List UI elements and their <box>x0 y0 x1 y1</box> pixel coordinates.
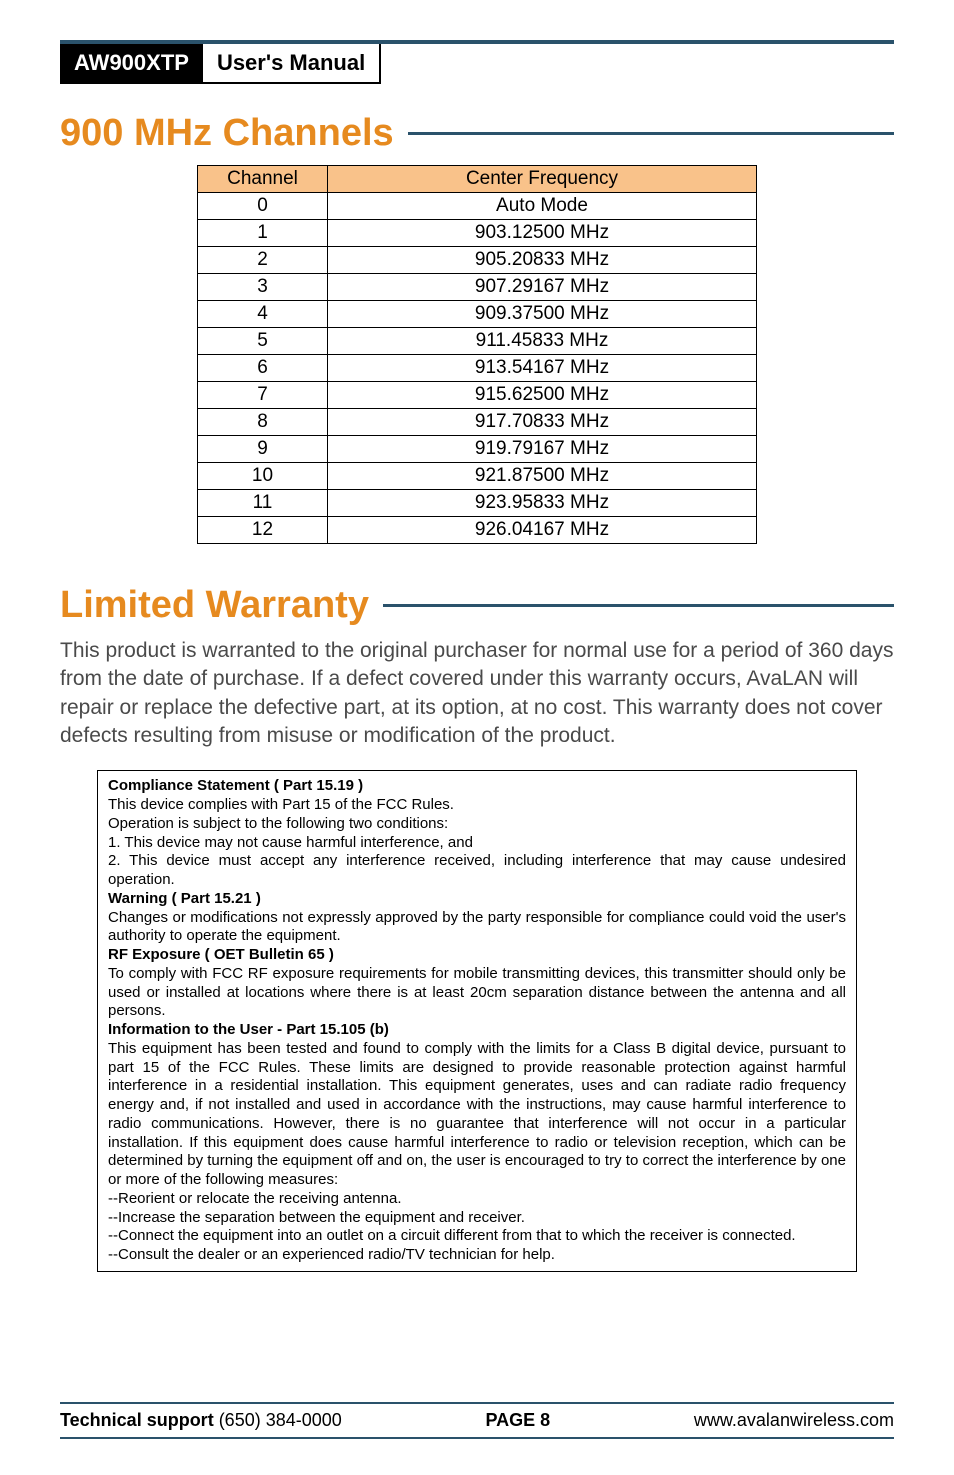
model-badge: AW900XTP <box>60 44 203 84</box>
compliance-p10: --Connect the equipment into an outlet o… <box>108 1227 846 1246</box>
cell-frequency: 921.87500 MHz <box>328 463 757 490</box>
cell-channel: 5 <box>198 328 328 355</box>
cell-channel: 6 <box>198 355 328 382</box>
table-row: 12926.04167 MHz <box>198 517 757 544</box>
manual-title: User's Manual <box>203 44 381 84</box>
cell-channel: 7 <box>198 382 328 409</box>
cell-frequency: Auto Mode <box>328 193 757 220</box>
compliance-p9: --Increase the separation between the eq… <box>108 1209 846 1228</box>
cell-frequency: 919.79167 MHz <box>328 436 757 463</box>
manual-header: AW900XTP User's Manual <box>60 40 894 84</box>
cell-frequency: 911.45833 MHz <box>328 328 757 355</box>
channels-heading-rule <box>408 132 894 135</box>
table-row: 7915.62500 MHz <box>198 382 757 409</box>
warranty-text: This product is warranted to the origina… <box>60 637 894 750</box>
cell-frequency: 923.95833 MHz <box>328 490 757 517</box>
cell-channel: 8 <box>198 409 328 436</box>
table-row: 4909.37500 MHz <box>198 301 757 328</box>
channels-table: Channel Center Frequency 0Auto Mode1903.… <box>197 165 757 544</box>
cell-frequency: 905.20833 MHz <box>328 247 757 274</box>
footer-support-phone: (650) 384-0000 <box>214 1410 342 1430</box>
compliance-h2: Warning ( Part 15.21 ) <box>108 890 846 909</box>
compliance-p11: --Consult the dealer or an experienced r… <box>108 1246 846 1265</box>
cell-frequency: 907.29167 MHz <box>328 274 757 301</box>
table-row: 6913.54167 MHz <box>198 355 757 382</box>
cell-frequency: 909.37500 MHz <box>328 301 757 328</box>
footer-support-label: Technical support <box>60 1410 214 1430</box>
compliance-p6: To comply with FCC RF exposure requireme… <box>108 965 846 1021</box>
footer-support: Technical support (650) 384-0000 <box>60 1410 342 1431</box>
table-row: 2905.20833 MHz <box>198 247 757 274</box>
warranty-heading-rule <box>383 604 894 607</box>
col-channel: Channel <box>198 166 328 193</box>
compliance-p4: 2. This device must accept any interfere… <box>108 852 846 890</box>
table-row: 8917.70833 MHz <box>198 409 757 436</box>
footer-url: www.avalanwireless.com <box>694 1410 894 1431</box>
cell-frequency: 915.62500 MHz <box>328 382 757 409</box>
cell-channel: 9 <box>198 436 328 463</box>
table-header-row: Channel Center Frequency <box>198 166 757 193</box>
compliance-p2: Operation is subject to the following tw… <box>108 815 846 834</box>
cell-channel: 11 <box>198 490 328 517</box>
compliance-p1: This device complies with Part 15 of the… <box>108 796 846 815</box>
compliance-box: Compliance Statement ( Part 15.19 ) This… <box>97 770 857 1272</box>
cell-channel: 4 <box>198 301 328 328</box>
cell-frequency: 903.12500 MHz <box>328 220 757 247</box>
compliance-h4: Information to the User - Part 15.105 (b… <box>108 1021 846 1040</box>
cell-frequency: 926.04167 MHz <box>328 517 757 544</box>
cell-channel: 2 <box>198 247 328 274</box>
compliance-h3: RF Exposure ( OET Bulletin 65 ) <box>108 946 846 965</box>
footer-page: PAGE 8 <box>486 1410 551 1431</box>
table-row: 3907.29167 MHz <box>198 274 757 301</box>
compliance-p7: This equipment has been tested and found… <box>108 1040 846 1190</box>
compliance-p3: 1. This device may not cause harmful int… <box>108 834 846 853</box>
table-row: 11923.95833 MHz <box>198 490 757 517</box>
warranty-heading: Limited Warranty <box>60 584 369 627</box>
cell-channel: 3 <box>198 274 328 301</box>
table-row: 5911.45833 MHz <box>198 328 757 355</box>
cell-channel: 1 <box>198 220 328 247</box>
table-row: 1903.12500 MHz <box>198 220 757 247</box>
table-row: 0Auto Mode <box>198 193 757 220</box>
col-frequency: Center Frequency <box>328 166 757 193</box>
compliance-p5: Changes or modifications not expressly a… <box>108 909 846 947</box>
cell-channel: 0 <box>198 193 328 220</box>
compliance-p8: --Reorient or relocate the receiving ant… <box>108 1190 846 1209</box>
table-row: 10921.87500 MHz <box>198 463 757 490</box>
cell-channel: 10 <box>198 463 328 490</box>
channels-heading: 900 MHz Channels <box>60 112 394 155</box>
compliance-h1: Compliance Statement ( Part 15.19 ) <box>108 777 846 796</box>
page-footer: Technical support (650) 384-0000 PAGE 8 … <box>60 1402 894 1439</box>
cell-channel: 12 <box>198 517 328 544</box>
table-row: 9919.79167 MHz <box>198 436 757 463</box>
cell-frequency: 913.54167 MHz <box>328 355 757 382</box>
cell-frequency: 917.70833 MHz <box>328 409 757 436</box>
channels-heading-row: 900 MHz Channels <box>60 112 894 155</box>
warranty-heading-row: Limited Warranty <box>60 584 894 627</box>
